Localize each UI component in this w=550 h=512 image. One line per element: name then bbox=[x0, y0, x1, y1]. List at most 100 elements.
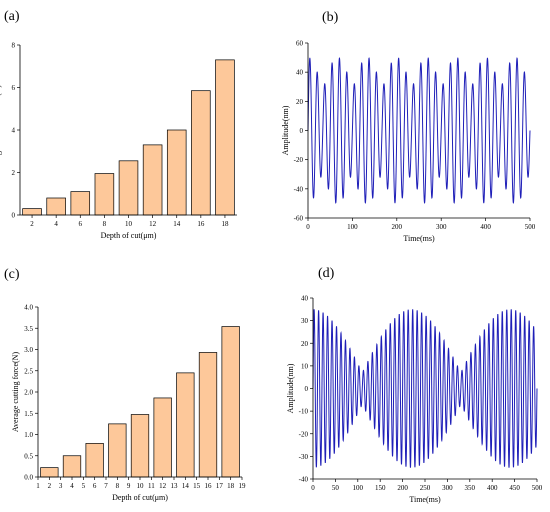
chart-0-ytick-label: 2 bbox=[12, 169, 16, 177]
chart-3-ytick-label: -40 bbox=[299, 476, 309, 484]
chart-0-xtick-label: 4 bbox=[54, 220, 58, 228]
chart-2-bar bbox=[176, 372, 195, 478]
chart-3-ytick-label: -20 bbox=[299, 430, 309, 438]
chart-3-xtick-label: 50 bbox=[332, 484, 340, 492]
chart-3-x-axis-label: Time(ms) bbox=[409, 495, 441, 504]
chart-2-xtick-label: 6 bbox=[93, 482, 97, 490]
chart-1-ytick-label: -20 bbox=[294, 156, 304, 164]
chart-2-xtick-label: 7 bbox=[104, 482, 108, 490]
chart-0-bar bbox=[118, 160, 139, 216]
chart-2-xtick-label: 12 bbox=[159, 482, 167, 490]
chart-3-xtick-label: 0 bbox=[311, 484, 315, 492]
chart-3-xtick-label: 100 bbox=[353, 484, 364, 492]
chart-3-series-line bbox=[312, 309, 538, 468]
chart-0-y-axis-label: Cutting force fluctuation(N) bbox=[0, 85, 2, 176]
chart-3-xtick-label: 300 bbox=[442, 484, 453, 492]
chart-3-xtick-label: 250 bbox=[420, 484, 431, 492]
chart-1-ytick-label: -40 bbox=[294, 185, 304, 193]
chart-0-ytick-label: 8 bbox=[12, 42, 16, 50]
chart-3-xtick-label: 150 bbox=[375, 484, 386, 492]
chart-0-xtick-label: 12 bbox=[149, 220, 157, 228]
chart-3-xtick-label: 200 bbox=[397, 484, 408, 492]
chart-2-ytick-label: 1.0 bbox=[24, 431, 33, 439]
chart-3-ytick-label: 40 bbox=[301, 295, 309, 303]
chart-3-ytick-label: 10 bbox=[301, 362, 309, 370]
chart-3-xtick-label: 500 bbox=[532, 484, 543, 492]
chart-0-xtick-label: 6 bbox=[79, 220, 83, 228]
chart-2-bar bbox=[108, 423, 127, 478]
chart-1-x-axis-label: Time(ms) bbox=[403, 234, 435, 243]
chart-2-xtick-label: 16 bbox=[205, 482, 213, 490]
chart-1-xtick-label: 200 bbox=[392, 223, 403, 231]
chart-2-ytick-label: 0.0 bbox=[24, 474, 33, 482]
chart-3-ytick-label: 30 bbox=[301, 317, 309, 325]
chart-3-xtick-label: 450 bbox=[509, 484, 520, 492]
chart-2-ytick-label: 0.5 bbox=[24, 452, 33, 460]
chart-3-ytick-label: -10 bbox=[299, 408, 309, 416]
chart-1-ytick-label: 0 bbox=[300, 127, 304, 135]
chart-2-xtick-label: 10 bbox=[137, 482, 145, 490]
chart-2-xtick-label: 18 bbox=[227, 482, 235, 490]
chart-0-xtick-label: 14 bbox=[173, 220, 181, 228]
chart-0-bar bbox=[94, 173, 115, 216]
chart-0-bar bbox=[70, 191, 91, 216]
chart-0-xtick-label: 2 bbox=[30, 220, 34, 228]
chart-2-xtick-label: 3 bbox=[59, 482, 63, 490]
chart-3-panel-label: (d) bbox=[318, 266, 335, 281]
chart-0-xtick-label: 16 bbox=[197, 220, 205, 228]
chart-0-bar bbox=[191, 90, 211, 216]
chart-0-ytick-label: 6 bbox=[12, 84, 16, 92]
chart-1-xtick-label: 500 bbox=[525, 223, 536, 231]
chart-0-bar bbox=[142, 144, 163, 216]
chart-2-xtick-label: 15 bbox=[193, 482, 201, 490]
chart-0-bar bbox=[46, 197, 66, 216]
chart-2-y-axis-label: Average cutting force(N) bbox=[11, 352, 20, 433]
chart-1-ytick-label: 20 bbox=[296, 98, 304, 106]
chart-1-xtick-label: 400 bbox=[480, 223, 491, 231]
chart-3-xtick-label: 350 bbox=[465, 484, 476, 492]
chart-2-ytick-label: 2.0 bbox=[24, 389, 33, 397]
chart-2-xtick-label: 4 bbox=[70, 482, 74, 490]
chart-3-ytick-label: -30 bbox=[299, 453, 309, 461]
chart-0-ytick-label: 0 bbox=[12, 212, 16, 220]
chart-1-xtick-label: 0 bbox=[306, 223, 310, 231]
chart-0-x-axis-label: Depth of cut(μm) bbox=[101, 231, 157, 240]
chart-2-bar bbox=[62, 455, 82, 478]
chart-1-ytick-label: 40 bbox=[296, 69, 304, 77]
chart-2-bar bbox=[221, 326, 240, 478]
chart-1-xtick-label: 100 bbox=[347, 223, 358, 231]
chart-2-xtick-label: 14 bbox=[182, 482, 190, 490]
chart-0-xtick-label: 18 bbox=[221, 220, 229, 228]
chart-2-xtick-label: 5 bbox=[82, 482, 86, 490]
chart-2-xtick-label: 13 bbox=[171, 482, 179, 490]
chart-2-bar bbox=[153, 397, 172, 478]
chart-2-xtick-label: 11 bbox=[148, 482, 155, 490]
chart-0-bar bbox=[166, 129, 187, 216]
chart-1-xtick-label: 300 bbox=[436, 223, 447, 231]
chart-0-xtick-label: 8 bbox=[103, 220, 107, 228]
chart-2-ytick-label: 3.5 bbox=[24, 325, 33, 333]
chart-2-xtick-label: 2 bbox=[48, 482, 52, 490]
chart-1-panel-label: (b) bbox=[322, 10, 339, 25]
chart-3-y-axis-label: Amplitude(nm) bbox=[286, 363, 295, 413]
chart-1-ytick-label: -60 bbox=[294, 215, 304, 223]
chart-2-panel-label: (c) bbox=[4, 267, 20, 282]
chart-1-series-line bbox=[307, 57, 531, 204]
chart-0-ytick-label: 4 bbox=[12, 127, 16, 135]
chart-2-bar bbox=[85, 443, 104, 478]
chart-2-ytick-label: 4.0 bbox=[24, 304, 33, 312]
chart-2-ytick-label: 3.0 bbox=[24, 346, 33, 354]
chart-0-bar bbox=[215, 59, 235, 216]
chart-1-y-axis-label: Amplitude(nm) bbox=[281, 105, 290, 155]
chart-2-bar bbox=[130, 414, 150, 478]
chart-0-xtick-label: 10 bbox=[125, 220, 133, 228]
chart-1-ytick-label: 60 bbox=[296, 40, 304, 48]
chart-2-xtick-label: 9 bbox=[127, 482, 131, 490]
chart-2-xtick-label: 17 bbox=[216, 482, 224, 490]
chart-2-xtick-label: 1 bbox=[36, 482, 40, 490]
chart-2-xtick-label: 19 bbox=[239, 482, 247, 490]
chart-3-ytick-label: 20 bbox=[301, 340, 309, 348]
chart-2-xtick-label: 8 bbox=[116, 482, 120, 490]
chart-2-bar bbox=[40, 467, 59, 478]
chart-2-ytick-label: 1.5 bbox=[24, 410, 33, 418]
